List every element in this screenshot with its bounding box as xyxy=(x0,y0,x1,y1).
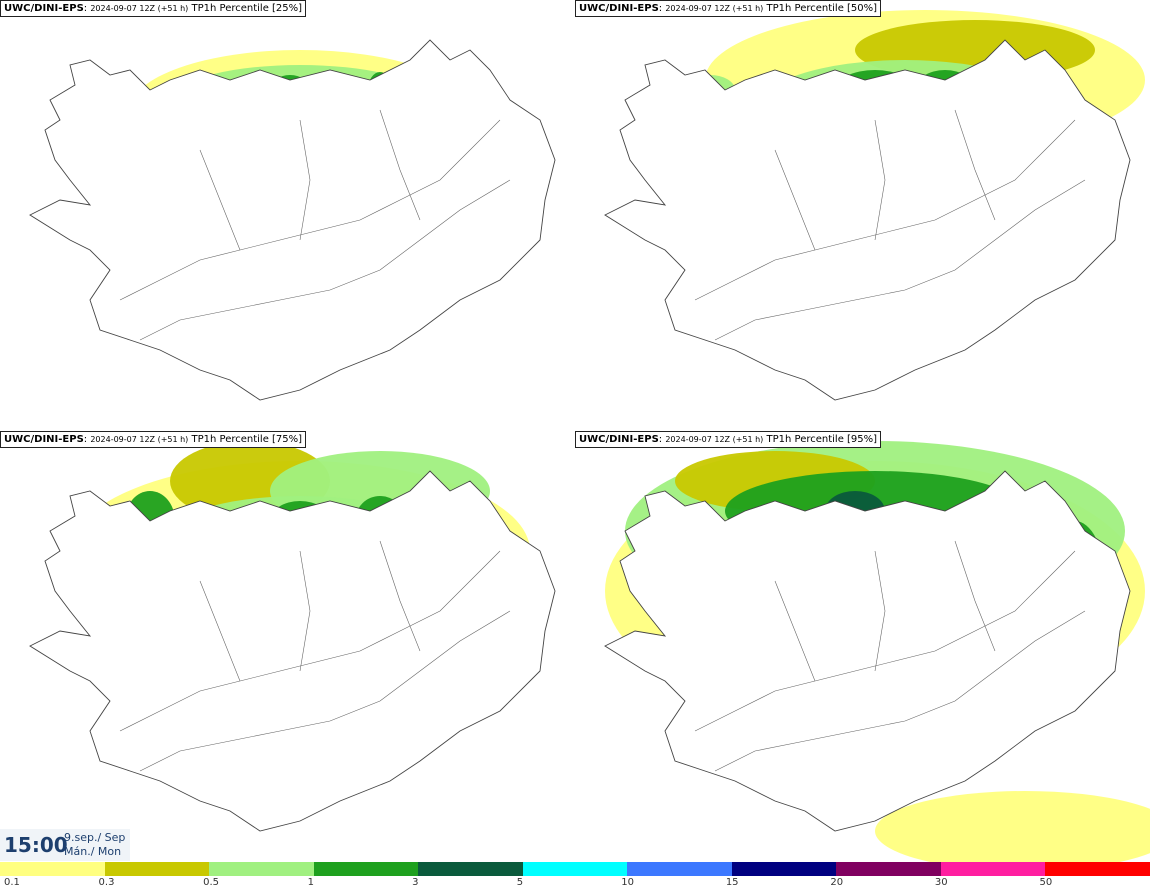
legend-tick-label: 5 xyxy=(516,877,524,888)
legend-swatch xyxy=(731,862,837,876)
precip-map xyxy=(29,441,556,832)
color-legend: 0.1 0.3 0.5 1 3 5 10 15 20 30 50 xyxy=(0,862,1150,891)
precip-area xyxy=(875,791,1150,862)
legend-swatch xyxy=(209,862,315,876)
legend-tick-label: 1 xyxy=(307,877,314,888)
legend-tick-label: 15 xyxy=(725,877,739,888)
map-panel-p50: UWC/DINI-EPS: 2024-09-07 12Z (+51 h) TP1… xyxy=(575,0,1150,431)
map-panel-p75: UWC/DINI-EPS: 2024-09-07 12Z (+51 h) TP1… xyxy=(0,431,575,862)
legend-swatch xyxy=(0,862,106,876)
precip-map xyxy=(29,39,556,401)
valid-time: 15:00 xyxy=(4,833,68,857)
legend-tick-label: 0.1 xyxy=(4,877,20,888)
legend-swatch xyxy=(836,862,942,876)
panel-title: UWC/DINI-EPS: 2024-09-07 12Z (+51 h) TP1… xyxy=(575,431,882,448)
panel-title: UWC/DINI-EPS: 2024-09-07 12Z (+51 h) TP1… xyxy=(0,0,307,17)
legend-tick-label: 3 xyxy=(412,877,419,888)
legend-tick-label: 0.5 xyxy=(203,877,219,888)
legend-swatch xyxy=(1045,862,1150,876)
legend-swatch xyxy=(313,862,419,876)
legend-swatch xyxy=(522,862,628,876)
panel-title: UWC/DINI-EPS: 2024-09-07 12Z (+51 h) TP1… xyxy=(575,0,882,17)
legend-tick-label: 10 xyxy=(621,877,634,888)
legend-swatch xyxy=(104,862,210,876)
panel-title: UWC/DINI-EPS: 2024-09-07 12Z (+51 h) TP1… xyxy=(0,431,307,448)
legend-swatch xyxy=(627,862,733,876)
legend-tick-label: 0.3 xyxy=(98,877,115,888)
map-panel-p95: UWC/DINI-EPS: 2024-09-07 12Z (+51 h) TP1… xyxy=(575,431,1150,862)
precip-map xyxy=(604,10,1145,401)
legend-tick-label: 50 xyxy=(1039,877,1053,888)
legend-swatch xyxy=(940,862,1046,876)
valid-time-box: 15:00 9.sep./ Sep Mán./ Mon xyxy=(0,829,130,861)
legend-swatch xyxy=(418,862,524,876)
map-panel-p25: UWC/DINI-EPS: 2024-09-07 12Z (+51 h) TP1… xyxy=(0,0,575,431)
precip-map xyxy=(604,441,1150,862)
legend-tick-label: 20 xyxy=(830,877,844,888)
valid-date: 9.sep./ Sep Mán./ Mon xyxy=(64,831,126,858)
legend-tick-label: 30 xyxy=(934,877,948,888)
